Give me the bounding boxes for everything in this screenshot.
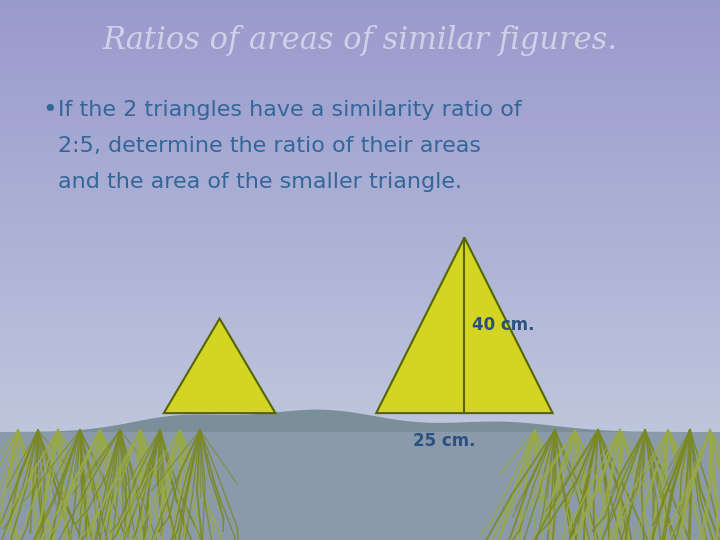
Text: •: •	[42, 98, 57, 122]
Text: Ratios of areas of similar figures.: Ratios of areas of similar figures.	[102, 24, 618, 56]
Polygon shape	[164, 319, 275, 413]
Polygon shape	[377, 238, 553, 413]
Text: If the 2 triangles have a similarity ratio of: If the 2 triangles have a similarity rat…	[58, 100, 522, 120]
Text: 2:5, determine the ratio of their areas: 2:5, determine the ratio of their areas	[58, 136, 481, 156]
Text: and the area of the smaller triangle.: and the area of the smaller triangle.	[58, 172, 462, 192]
Text: 25 cm.: 25 cm.	[413, 432, 476, 450]
Text: 40 cm.: 40 cm.	[472, 316, 535, 334]
